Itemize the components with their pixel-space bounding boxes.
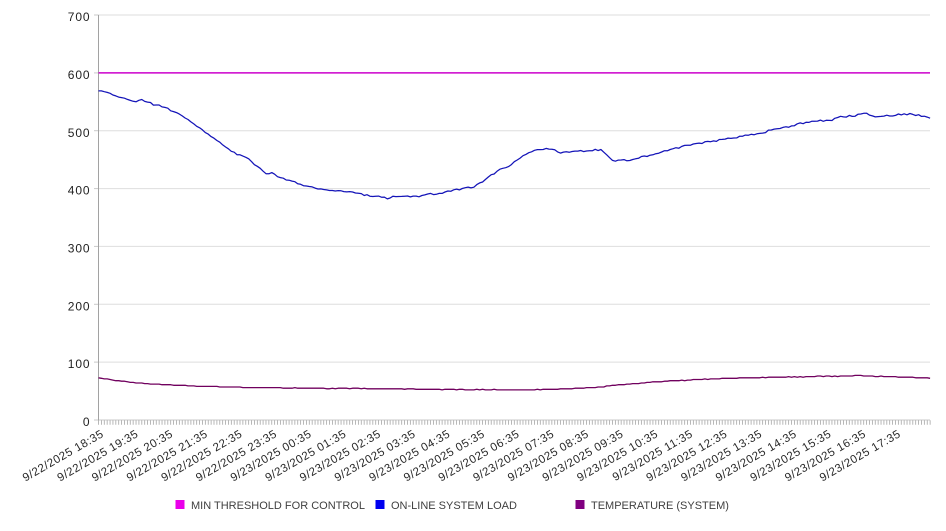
svg-text:700: 700 xyxy=(68,10,91,24)
svg-text:600: 600 xyxy=(68,68,91,82)
svg-text:300: 300 xyxy=(68,242,91,256)
svg-text:200: 200 xyxy=(68,299,91,313)
svg-text:400: 400 xyxy=(68,184,91,198)
svg-text:ON-LINE SYSTEM LOAD: ON-LINE SYSTEM LOAD xyxy=(391,500,517,512)
svg-text:MIN THRESHOLD FOR CONTROL: MIN THRESHOLD FOR CONTROL xyxy=(191,500,365,512)
svg-text:500: 500 xyxy=(68,126,91,140)
svg-text:0: 0 xyxy=(83,415,91,429)
svg-text:TEMPERATURE (SYSTEM): TEMPERATURE (SYSTEM) xyxy=(591,500,729,512)
svg-text:100: 100 xyxy=(68,357,91,371)
